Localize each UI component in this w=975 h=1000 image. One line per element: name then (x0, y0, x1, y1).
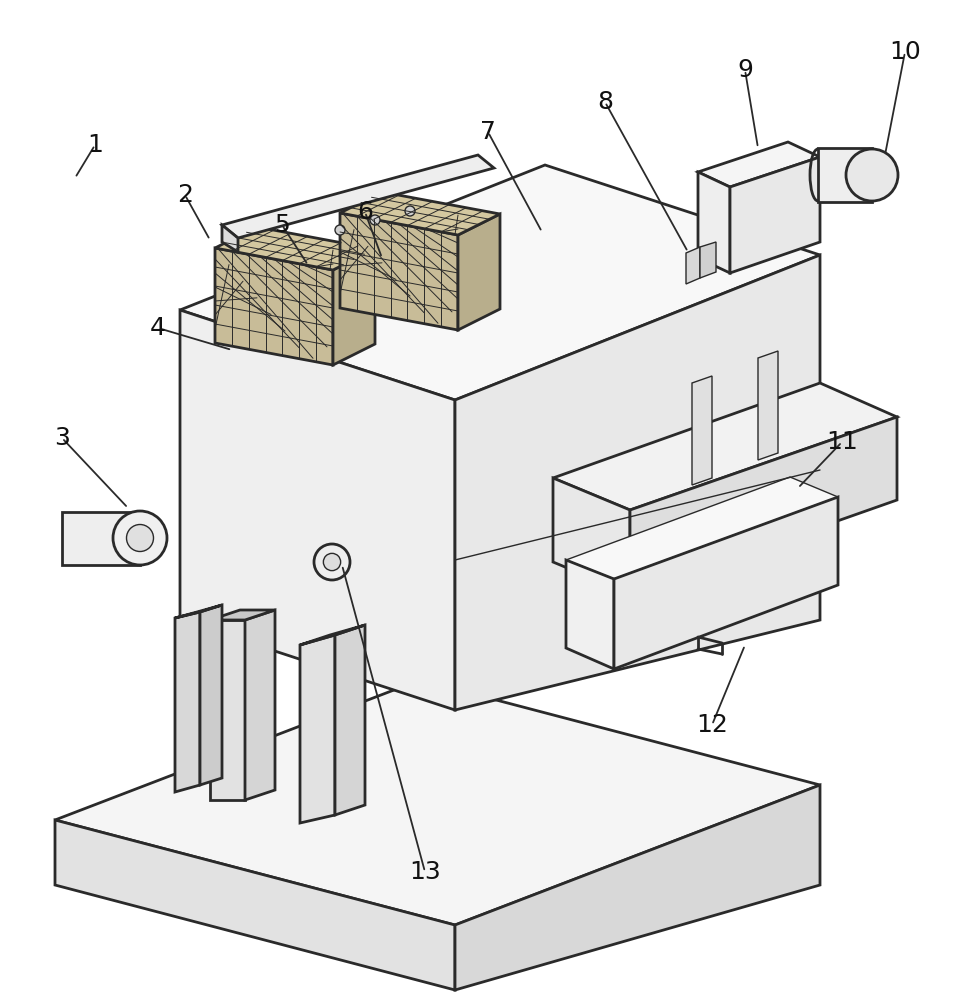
Polygon shape (300, 635, 335, 823)
Polygon shape (818, 148, 872, 202)
Circle shape (113, 511, 167, 565)
Polygon shape (245, 610, 275, 800)
Polygon shape (215, 248, 333, 365)
Polygon shape (215, 227, 375, 270)
Polygon shape (614, 497, 838, 669)
Text: 8: 8 (597, 90, 613, 114)
Polygon shape (686, 247, 700, 284)
Polygon shape (458, 214, 500, 330)
Text: 9: 9 (737, 58, 753, 82)
Text: 10: 10 (889, 40, 920, 64)
Polygon shape (553, 478, 630, 594)
Polygon shape (692, 376, 712, 485)
Polygon shape (340, 192, 500, 235)
Polygon shape (698, 172, 730, 273)
Text: 5: 5 (274, 213, 290, 237)
Polygon shape (222, 155, 494, 238)
Polygon shape (222, 225, 238, 252)
Polygon shape (630, 417, 897, 594)
Polygon shape (55, 820, 455, 990)
Polygon shape (700, 242, 716, 278)
Text: 11: 11 (826, 430, 858, 454)
Polygon shape (300, 625, 365, 645)
Circle shape (314, 544, 350, 580)
Text: 1: 1 (87, 133, 103, 157)
Circle shape (127, 524, 153, 552)
Polygon shape (335, 625, 365, 815)
Circle shape (335, 225, 345, 235)
Polygon shape (180, 165, 820, 400)
Text: 7: 7 (480, 120, 496, 144)
Polygon shape (55, 680, 820, 925)
Polygon shape (210, 610, 275, 620)
Polygon shape (333, 249, 375, 365)
Polygon shape (566, 560, 614, 669)
Circle shape (846, 149, 898, 201)
Text: 4: 4 (150, 316, 166, 340)
Circle shape (324, 553, 340, 571)
Polygon shape (210, 620, 245, 800)
Circle shape (370, 215, 380, 225)
Text: 2: 2 (177, 183, 193, 207)
Polygon shape (455, 255, 820, 710)
Polygon shape (175, 612, 200, 792)
Text: 13: 13 (410, 860, 441, 884)
Polygon shape (180, 310, 455, 710)
Polygon shape (553, 383, 897, 510)
Polygon shape (566, 477, 838, 579)
Text: 12: 12 (696, 713, 728, 737)
Polygon shape (62, 512, 140, 565)
Text: 3: 3 (54, 426, 70, 450)
Polygon shape (200, 605, 222, 785)
Polygon shape (455, 785, 820, 990)
Polygon shape (175, 605, 222, 618)
Polygon shape (698, 142, 820, 187)
Text: 6: 6 (357, 200, 373, 224)
Circle shape (405, 206, 415, 216)
Polygon shape (730, 157, 820, 273)
Polygon shape (758, 351, 778, 460)
Polygon shape (340, 213, 458, 330)
